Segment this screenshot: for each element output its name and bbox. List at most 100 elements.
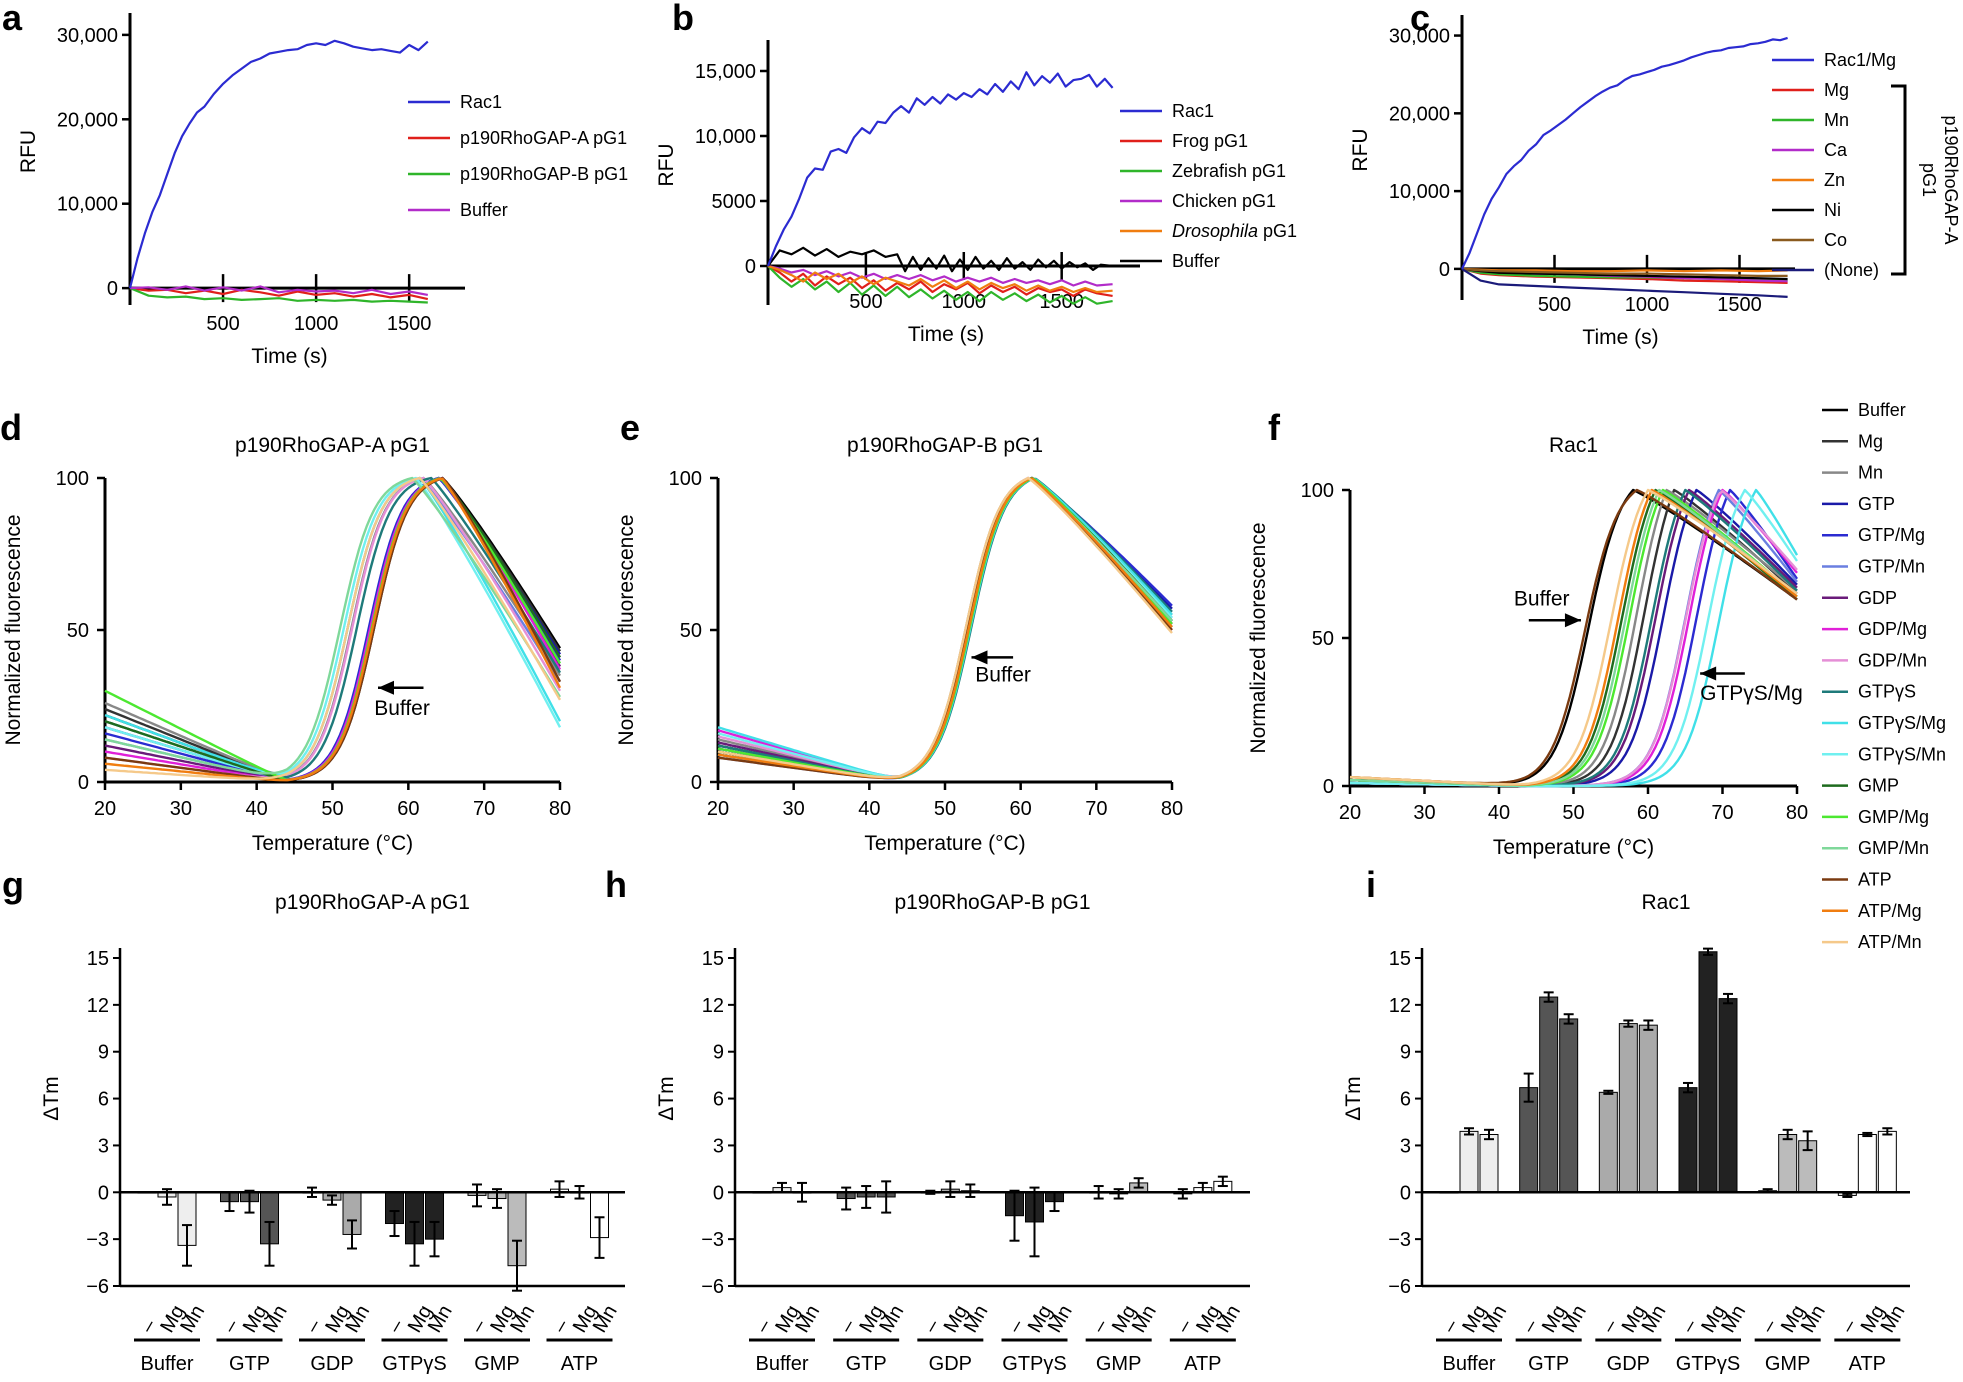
y-tick-label: 10,000 <box>1389 181 1450 203</box>
melt-curve-mn <box>104 476 562 777</box>
legend-label: Buffer <box>1172 251 1220 271</box>
condition-label: Mn <box>875 1301 908 1336</box>
x-tick-label: 60 <box>397 798 419 820</box>
y-axis-label: ΔTm <box>1342 1076 1365 1120</box>
melt-curve-gtp <box>104 476 562 781</box>
panel-letter: c <box>1410 0 1430 38</box>
legend-bracket <box>1891 84 1907 276</box>
bracket-label: p190RhoGAP-ApG1 <box>1919 115 1961 244</box>
y-tick-label: 3 <box>98 1135 109 1157</box>
x-axis-label: Temperature (°C) <box>864 832 1025 855</box>
panel-title: p190RhoGAP-B pG1 <box>894 891 1090 914</box>
legend-label: Buffer <box>1858 400 1906 420</box>
group-label: GMP <box>474 1353 520 1375</box>
bar <box>1778 1133 1798 1193</box>
melt-curve-atp <box>104 477 562 782</box>
panel-i: i Rac1−6−303691215ΔTm–MgMnBuffer–MgMnGTP–… <box>1342 864 1910 1375</box>
y-tick-label: 30,000 <box>57 25 118 47</box>
melt-curve-gmp-mn <box>1349 488 1798 787</box>
x-tick-label: 1500 <box>387 313 432 335</box>
annotation-label: Buffer <box>374 697 430 720</box>
panel-a: a 0 10,000 20,000 30,000 500 1000 1500 Time (s) R… <box>2 0 628 368</box>
y-tick-label: 0 <box>98 1182 109 1204</box>
y-tick-label: 20,000 <box>57 109 118 131</box>
x-tick-label: 30 <box>1413 802 1435 824</box>
condition-label: Mn <box>1797 1301 1830 1336</box>
x-axis-label: Time (s) <box>1582 326 1658 349</box>
condition-label: Mn <box>1877 1301 1910 1336</box>
x-tick-label: 80 <box>549 798 571 820</box>
panel-title: p190RhoGAP-A pG1 <box>235 434 430 457</box>
legend-label: p190RhoGAP-A pG1 <box>460 128 627 148</box>
x-axis-label: Time (s) <box>251 345 327 368</box>
group-label: GDP <box>1607 1353 1650 1375</box>
x-tick-label: 50 <box>1562 802 1584 824</box>
bar <box>1678 1087 1698 1193</box>
panel-title: p190RhoGAP-B pG1 <box>847 434 1043 457</box>
annotation-label-2: GTPγS/Mg <box>1700 682 1803 705</box>
legend-label: Ca <box>1824 140 1848 160</box>
legend-label: ATP/Mn <box>1858 932 1922 952</box>
y-tick-label: 9 <box>713 1042 724 1064</box>
x-tick-label: 50 <box>321 798 343 820</box>
series-line-rac1-mg <box>1461 36 1788 270</box>
y-tick-label: 12 <box>1389 995 1411 1017</box>
series-line-chicken-pg1 <box>767 264 1113 287</box>
condition-label: Mn <box>1212 1301 1245 1336</box>
y-axis-label: RFU <box>17 130 40 173</box>
y-tick-label: 0 <box>691 772 702 794</box>
bar <box>1539 996 1559 1193</box>
series-line-ni <box>1461 267 1788 281</box>
y-tick-label: 30,000 <box>1389 26 1450 48</box>
x-tick-label: 40 <box>1488 802 1510 824</box>
legend-label: ATP <box>1858 870 1892 890</box>
melt-curve-gtp-s-mg <box>717 477 1173 779</box>
annotation-label: Buffer <box>975 664 1031 687</box>
panel-letter: h <box>605 864 627 905</box>
bar <box>1618 1023 1638 1193</box>
y-tick-label: 0 <box>1323 776 1334 798</box>
panel-title: p190RhoGAP-A pG1 <box>275 891 470 914</box>
series-line-p190rhogap-b-pg1 <box>129 287 428 304</box>
y-tick-label: 50 <box>67 620 89 642</box>
y-tick-label: 3 <box>1400 1135 1411 1157</box>
x-tick-label: 70 <box>1711 802 1733 824</box>
y-tick-label: 10,000 <box>57 194 118 216</box>
melt-curve-gmp-mg <box>104 477 562 782</box>
y-tick-label: 100 <box>56 468 89 490</box>
condition-label: Mn <box>1478 1301 1511 1336</box>
y-tick-label: −6 <box>1388 1276 1411 1298</box>
y-axis-label: Normalized fluorescence <box>2 514 25 745</box>
x-tick-label: 20 <box>707 798 729 820</box>
bar <box>1857 1133 1877 1193</box>
legend-label: (None) <box>1824 260 1879 280</box>
melt-curve-atp-mg <box>104 477 562 782</box>
x-tick-label: 500 <box>206 313 239 335</box>
x-axis-label: Temperature (°C) <box>252 832 413 855</box>
legend-label: Chicken pG1 <box>1172 191 1276 211</box>
series-line-zebrafish-pg1 <box>767 265 1113 305</box>
y-axis-label: ΔTm <box>655 1076 678 1120</box>
condition-label: Mn <box>1044 1301 1077 1336</box>
series-line-buffer <box>129 285 428 296</box>
thermal-shift-legend: Buffer Mg Mn GTP GTP/Mg GTP/Mn GDP GDP/Mg GDP/Mn… <box>1822 400 1946 952</box>
condition-label: Mn <box>1558 1301 1591 1336</box>
x-tick-label: 40 <box>858 798 880 820</box>
y-tick-label: 12 <box>702 995 724 1017</box>
condition-label: Mn <box>506 1301 539 1336</box>
melt-curve-gtp-s <box>717 477 1173 779</box>
melt-curve-gmp <box>717 476 1173 779</box>
panel-letter: g <box>2 864 24 905</box>
condition-label: Mn <box>791 1301 824 1336</box>
y-axis-label: RFU <box>1349 128 1372 171</box>
legend-label: Zn <box>1824 170 1845 190</box>
legend-label: Buffer <box>460 200 508 220</box>
melt-curve-mg <box>104 477 562 782</box>
bar <box>1519 1087 1539 1193</box>
panel-letter: i <box>1366 864 1376 905</box>
series-line-co <box>1461 267 1788 277</box>
bar <box>1718 998 1738 1193</box>
legend-label: Rac1/Mg <box>1824 50 1896 70</box>
